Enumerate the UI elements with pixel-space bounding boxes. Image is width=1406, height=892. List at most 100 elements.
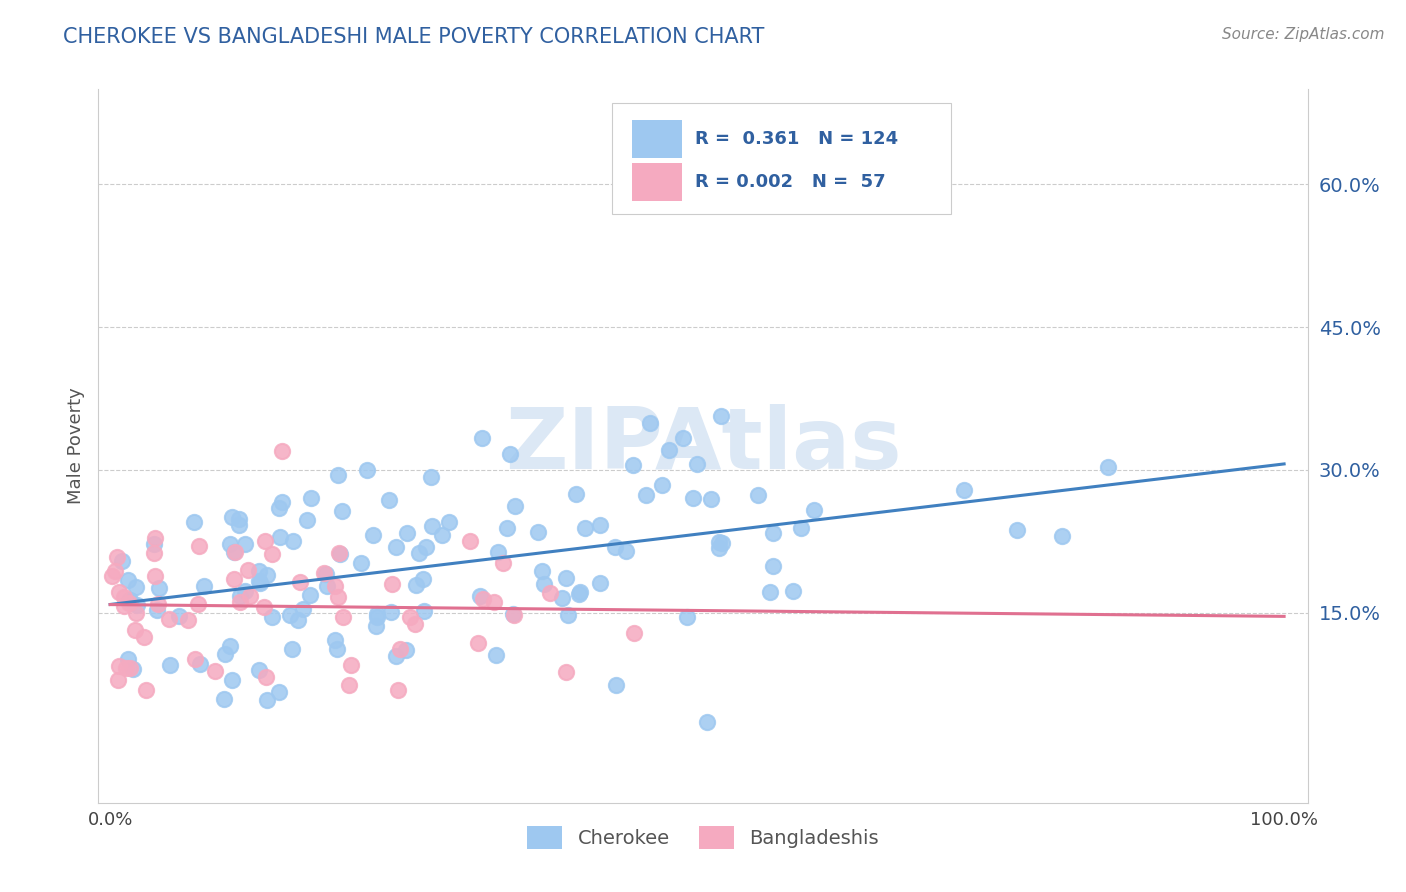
Text: CHEROKEE VS BANGLADESHI MALE POVERTY CORRELATION CHART: CHEROKEE VS BANGLADESHI MALE POVERTY COR…: [63, 27, 765, 46]
Point: [404, 616, 426, 631]
Point: [290, 574, 312, 589]
Point: [332, 609, 354, 624]
Point: [267, 500, 290, 515]
Point: [565, 487, 588, 501]
Point: [124, 623, 146, 637]
Point: [505, 500, 527, 514]
Point: [214, 647, 236, 661]
Point: [143, 568, 166, 582]
Point: [430, 528, 453, 542]
Point: [221, 673, 243, 687]
Point: [337, 678, 360, 692]
Point: [953, 483, 976, 498]
Point: [340, 658, 363, 673]
Point: [614, 544, 637, 558]
Point: [125, 598, 148, 612]
Point: [229, 595, 252, 609]
Point: [247, 664, 270, 678]
Point: [605, 540, 627, 554]
Point: [437, 516, 460, 530]
Point: [125, 580, 148, 594]
Point: [530, 564, 553, 578]
Point: [420, 519, 443, 533]
Point: [747, 488, 769, 502]
Point: [651, 478, 673, 492]
Point: [188, 657, 211, 671]
Point: [387, 682, 409, 697]
Point: [101, 568, 124, 582]
Point: [108, 658, 131, 673]
Point: [233, 537, 256, 551]
Point: [323, 632, 346, 647]
Point: [112, 591, 135, 605]
Point: [146, 603, 169, 617]
Point: [167, 609, 190, 624]
FancyBboxPatch shape: [631, 120, 682, 159]
Point: [326, 468, 349, 483]
Point: [395, 525, 418, 540]
Point: [492, 556, 515, 570]
Point: [413, 603, 436, 617]
Point: [157, 612, 180, 626]
Point: [315, 567, 337, 582]
Point: [472, 592, 495, 607]
Point: [291, 601, 314, 615]
Point: [143, 546, 166, 560]
Point: [118, 592, 141, 607]
Point: [118, 593, 141, 607]
Point: [107, 673, 129, 687]
Point: [143, 531, 166, 545]
Point: [233, 583, 256, 598]
Point: [676, 610, 699, 624]
Point: [496, 521, 519, 535]
Point: [108, 585, 131, 599]
Point: [482, 595, 505, 609]
Point: [762, 525, 785, 540]
Point: [395, 643, 418, 657]
Point: [253, 534, 276, 549]
Point: [177, 613, 200, 627]
Point: [325, 579, 347, 593]
Point: [364, 619, 387, 633]
Point: [193, 579, 215, 593]
Point: [415, 540, 437, 554]
Point: [682, 491, 704, 505]
Point: [269, 530, 291, 544]
Point: [316, 579, 339, 593]
Point: [658, 443, 681, 458]
Point: [419, 470, 441, 484]
Point: [412, 572, 434, 586]
Point: [218, 639, 240, 653]
Point: [366, 610, 388, 624]
Point: [117, 573, 139, 587]
Point: [262, 610, 284, 624]
Point: [281, 534, 304, 549]
Point: [228, 589, 250, 603]
Text: R =  0.361   N = 124: R = 0.361 N = 124: [695, 130, 897, 148]
Point: [468, 589, 491, 603]
Point: [256, 567, 278, 582]
Point: [557, 607, 579, 622]
Point: [398, 609, 420, 624]
Point: [623, 626, 645, 640]
Point: [485, 648, 508, 662]
Point: [605, 678, 627, 692]
Text: R = 0.002   N =  57: R = 0.002 N = 57: [695, 173, 886, 191]
Point: [707, 535, 730, 549]
FancyBboxPatch shape: [631, 162, 682, 202]
Point: [118, 596, 141, 610]
Point: [686, 457, 709, 471]
Point: [278, 607, 301, 622]
Point: [254, 670, 277, 684]
Point: [634, 487, 657, 501]
Point: [224, 545, 246, 559]
Point: [388, 642, 411, 657]
Point: [269, 685, 291, 699]
Point: [574, 521, 596, 535]
Point: [1097, 460, 1119, 475]
Point: [115, 661, 138, 675]
Point: [471, 432, 494, 446]
Point: [222, 545, 245, 559]
Legend: Cherokee, Bangladeshis: Cherokee, Bangladeshis: [519, 818, 887, 856]
Point: [247, 564, 270, 578]
